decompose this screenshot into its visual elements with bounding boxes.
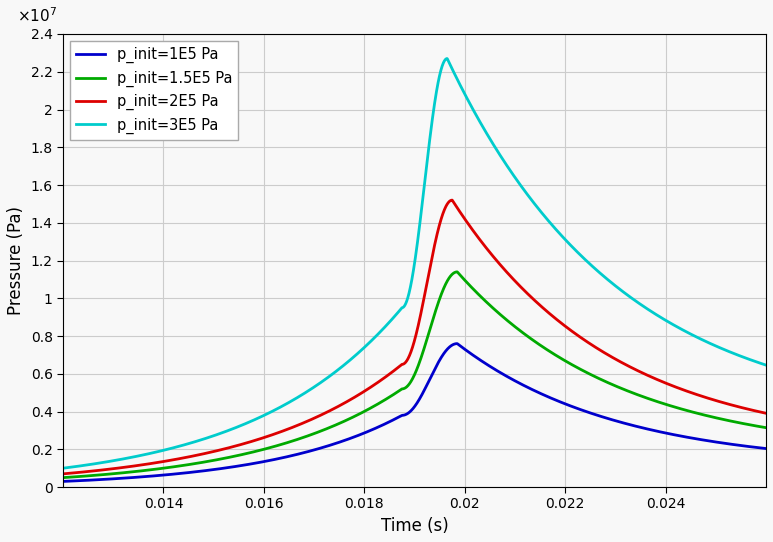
Legend: p_init=1E5 Pa, p_init=1.5E5 Pa, p_init=2E5 Pa, p_init=3E5 Pa: p_init=1E5 Pa, p_init=1.5E5 Pa, p_init=2…	[70, 41, 238, 140]
p_init=1.5E5 Pa	[180, 462, 189, 468]
p_init=3E5 Pa	[672, 324, 681, 330]
p_init=3E5 Pa	[747, 357, 757, 364]
p_init=1E5 Pa	[452, 340, 461, 347]
p_init=3E5 Pa	[359, 345, 368, 352]
p_init=3E5 Pa	[442, 55, 451, 62]
p_init=3E5 Pa	[328, 371, 337, 377]
p_init=1.5E5 Pa	[761, 424, 771, 431]
p_init=1E5 Pa	[761, 446, 771, 452]
p_init=2E5 Pa	[328, 406, 337, 412]
p_init=3E5 Pa	[180, 441, 189, 448]
Line: p_init=1E5 Pa: p_init=1E5 Pa	[63, 344, 766, 481]
p_init=1E5 Pa	[59, 478, 68, 485]
p_init=2E5 Pa	[59, 470, 68, 477]
Line: p_init=1.5E5 Pa: p_init=1.5E5 Pa	[63, 272, 766, 478]
p_init=1.5E5 Pa	[59, 474, 68, 481]
p_init=1E5 Pa	[672, 432, 681, 438]
p_init=3E5 Pa	[59, 465, 68, 472]
p_init=1E5 Pa	[747, 444, 757, 450]
p_init=2E5 Pa	[448, 197, 457, 203]
p_init=1.5E5 Pa	[359, 409, 368, 415]
p_init=3E5 Pa	[761, 362, 771, 369]
p_init=2E5 Pa	[138, 461, 148, 468]
p_init=2E5 Pa	[180, 454, 189, 461]
p_init=1.5E5 Pa	[138, 467, 148, 474]
p_init=1.5E5 Pa	[452, 269, 461, 275]
Text: $\times10^7$: $\times10^7$	[17, 6, 57, 25]
Line: p_init=3E5 Pa: p_init=3E5 Pa	[63, 59, 766, 468]
p_init=1.5E5 Pa	[328, 423, 337, 430]
p_init=2E5 Pa	[359, 389, 368, 395]
p_init=3E5 Pa	[138, 451, 148, 458]
p_init=1E5 Pa	[180, 470, 189, 476]
p_init=1E5 Pa	[328, 441, 337, 448]
Line: p_init=2E5 Pa: p_init=2E5 Pa	[63, 200, 766, 474]
Y-axis label: Pressure (Pa): Pressure (Pa)	[7, 206, 25, 315]
X-axis label: Time (s): Time (s)	[380, 517, 448, 535]
p_init=2E5 Pa	[747, 407, 757, 414]
p_init=2E5 Pa	[672, 384, 681, 391]
p_init=2E5 Pa	[761, 410, 771, 416]
p_init=1E5 Pa	[138, 474, 148, 480]
p_init=1E5 Pa	[359, 430, 368, 437]
p_init=1.5E5 Pa	[747, 422, 757, 429]
p_init=1.5E5 Pa	[672, 404, 681, 411]
